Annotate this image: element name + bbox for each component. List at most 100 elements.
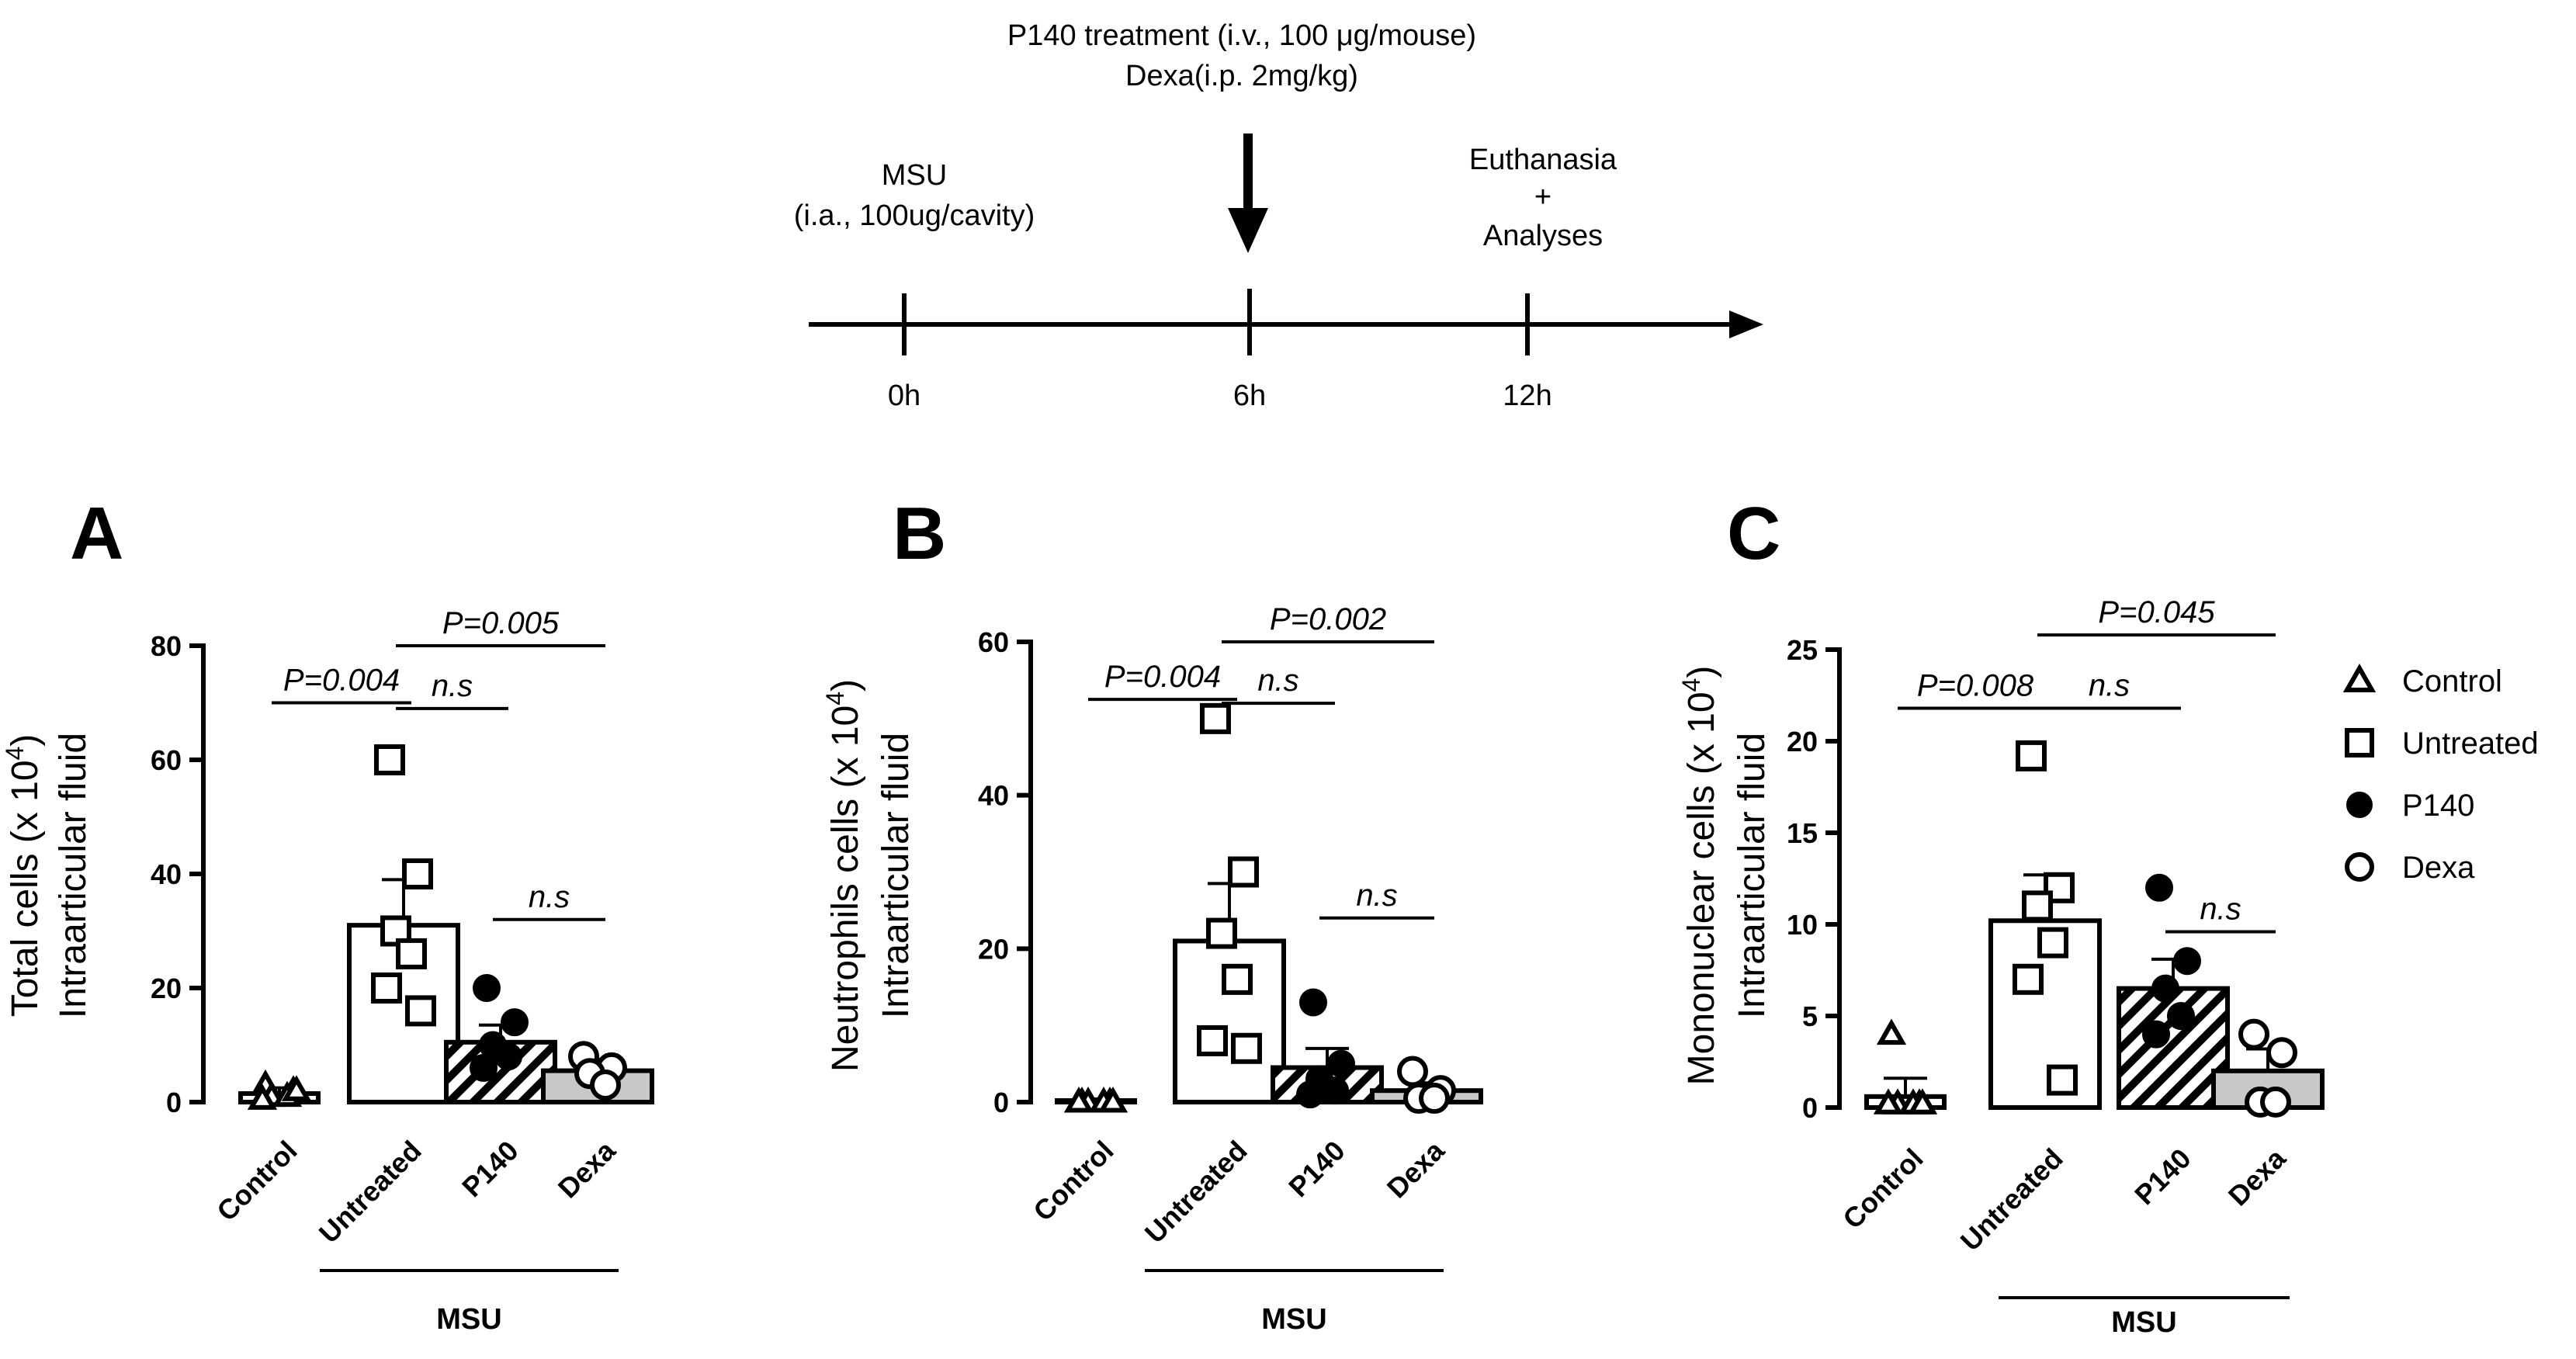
data-point-control <box>1907 1088 1938 1115</box>
y-axis-label-line2: Intraarticular fluid <box>53 733 94 1018</box>
msu-label-line1: MSU <box>882 159 947 192</box>
data-point-dexa <box>2266 1037 2297 1069</box>
category-label-control: Control <box>1836 1142 1929 1235</box>
euthanasia-label-line2: + <box>1534 181 1551 213</box>
data-point-untreated <box>1222 963 1253 995</box>
category-label-dexa: Dexa <box>1381 1134 1451 1205</box>
y-tick-label: 40 <box>151 858 182 890</box>
data-point-p140 <box>1327 1049 1355 1078</box>
legend-label-untreated: Untreated <box>2402 726 2539 761</box>
data-point-untreated <box>2037 927 2068 959</box>
msu-group-label: MSU <box>2111 1306 2176 1339</box>
y-tick-label: 80 <box>151 630 182 662</box>
data-point-untreated <box>1197 1024 1228 1056</box>
data-point-p140 <box>2142 1020 2170 1049</box>
data-point-untreated <box>2016 740 2047 771</box>
data-point-untreated <box>2047 1064 2078 1096</box>
legend-label-p140: P140 <box>2402 789 2474 823</box>
y-tick-label: 60 <box>978 626 1009 658</box>
data-point-control <box>1876 1018 1907 1045</box>
data-point-untreated <box>371 972 402 1004</box>
timeline-arrow-head-icon <box>1729 310 1763 338</box>
data-point-untreated <box>2013 963 2044 995</box>
y-tick-label: 10 <box>1787 909 1818 941</box>
y-axis-label-line2: Intraarticular fluid <box>1732 733 1773 1018</box>
y-tick-label: 20 <box>978 933 1009 965</box>
y-tick-label: 20 <box>1787 726 1818 758</box>
comparison-label: P=0.004 <box>283 664 400 698</box>
comparison-label: P=0.004 <box>1104 660 1221 694</box>
data-point-p140 <box>2167 1002 2195 1030</box>
data-point-p140 <box>470 1053 498 1082</box>
legend-label-dexa: Dexa <box>2402 851 2475 885</box>
timeline-label-6h: 6h <box>1233 380 1266 412</box>
category-label-control: Control <box>1027 1135 1119 1227</box>
data-point-control <box>247 1083 278 1110</box>
y-axis-label-line2: Intraarticular fluid <box>875 733 917 1018</box>
data-point-untreated <box>405 995 436 1027</box>
category-label-untreated: Untreated <box>1954 1142 2069 1257</box>
data-point-dexa <box>2260 1086 2291 1118</box>
category-label-p140: P140 <box>456 1135 524 1203</box>
data-point-untreated <box>2022 890 2053 922</box>
category-label-p140: P140 <box>2128 1142 2196 1211</box>
y-tick-label: 60 <box>151 744 182 776</box>
legend-marker-untreated <box>2345 728 2374 758</box>
legend-marker-p140 <box>2346 792 2373 818</box>
msu-group-label: MSU <box>1261 1303 1326 1336</box>
legend-marker-control <box>2342 663 2377 692</box>
panel-letter: B <box>893 492 946 575</box>
category-label-untreated: Untreated <box>1139 1135 1253 1250</box>
data-point-control <box>1873 1088 1904 1115</box>
treatment-arrow-head-icon <box>1228 208 1268 253</box>
comparison-label: n.s <box>529 880 570 914</box>
data-point-dexa <box>1419 1083 1450 1115</box>
data-point-control <box>281 1075 312 1101</box>
y-tick-label: 20 <box>151 972 182 1004</box>
y-tick-label: 15 <box>1787 817 1818 849</box>
treatment-label-line2: Dexa(i.p. 2mg/kg) <box>1125 60 1358 92</box>
y-tick-label: 0 <box>1802 1092 1818 1124</box>
data-point-p140 <box>501 1008 529 1037</box>
data-point-p140 <box>2151 974 2179 1003</box>
data-point-p140 <box>1299 988 1327 1017</box>
y-tick-label: 40 <box>978 780 1009 812</box>
comparison-label: P=0.008 <box>1917 669 2034 703</box>
category-label-p140: P140 <box>1282 1135 1350 1203</box>
comparison-label: n.s <box>432 669 473 703</box>
euthanasia-label-line1: Euthanasia <box>1469 144 1617 176</box>
y-axis-label-line1: Mononuclear cells (x 104) <box>1677 666 1722 1086</box>
panel-letter: C <box>1727 492 1780 575</box>
comparison-label: P=0.002 <box>1270 602 1386 636</box>
panel-a: A Total cells (x 104) Intraarticular fluid… <box>1 492 654 1336</box>
timeline-label-12h: 12h <box>1503 380 1551 412</box>
data-point-control <box>1097 1086 1129 1113</box>
data-point-untreated <box>396 938 427 969</box>
panel-c: C Mononuclear cells (x 104)Intraarticular… <box>1677 492 2325 1339</box>
legend: Control Untreated P140 Dexa <box>2342 663 2539 885</box>
comparison-label: P=0.045 <box>2098 595 2215 629</box>
data-point-dexa <box>2238 1018 2269 1050</box>
panel-letter: A <box>70 492 123 575</box>
data-point-untreated <box>1200 702 1231 734</box>
y-axis-label-line1: Neutrophils cells (x 104) <box>821 679 866 1072</box>
euthanasia-label-line3: Analyses <box>1483 220 1603 252</box>
y-tick-label: 25 <box>1787 634 1818 666</box>
y-tick-label: 0 <box>993 1087 1009 1118</box>
timeline: P140 treatment (i.v., 100 μg/mouse) Dexa… <box>794 19 1763 412</box>
data-point-p140 <box>1321 1076 1349 1105</box>
data-point-p140 <box>494 1042 522 1071</box>
y-tick-label: 0 <box>166 1087 182 1118</box>
data-point-untreated <box>1206 917 1237 949</box>
data-point-p140 <box>2173 947 2201 976</box>
data-point-untreated <box>1231 1032 1262 1064</box>
comparison-label: n.s <box>2089 669 2130 703</box>
msu-group-label: MSU <box>436 1303 501 1336</box>
data-point-p140 <box>2145 873 2173 902</box>
panel-b: B Neutrophils cells (x 104)Intraarticular… <box>821 492 1483 1336</box>
data-point-dexa <box>590 1069 621 1101</box>
data-point-p140 <box>1296 1080 1324 1109</box>
data-point-untreated <box>1228 856 1259 888</box>
comparison-label: P=0.005 <box>442 606 560 640</box>
